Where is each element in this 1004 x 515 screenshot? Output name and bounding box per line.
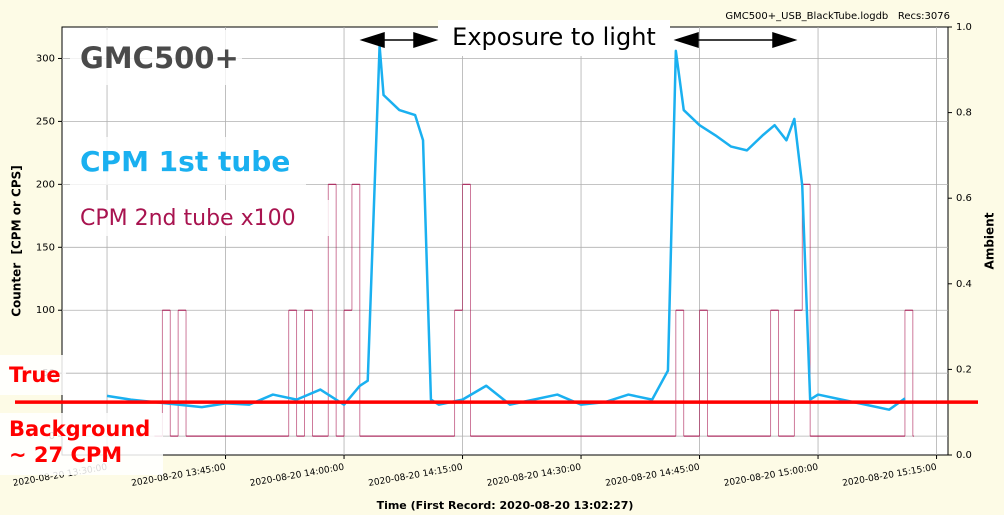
data-line (106, 44, 906, 411)
x-tick-label: 2020-08-20 14:15:00 (368, 463, 464, 489)
y-tick-label: 300 (36, 53, 55, 64)
annotation: Exposure to light (452, 23, 656, 51)
y-tick-label: 250 (36, 116, 55, 127)
x-tick-label: 2020-08-20 14:45:00 (605, 463, 701, 489)
y2-tick-label: 1.0 (956, 22, 972, 33)
label-box (0, 355, 66, 395)
arrows (359, 31, 798, 49)
y-tick-label: 150 (36, 242, 55, 253)
y2-axis-label: Ambient (983, 212, 997, 269)
legend-box (70, 137, 306, 185)
title-box (70, 30, 242, 85)
x-tick-label: 2020-08-20 14:30:00 (486, 463, 582, 489)
x-tick-label: 2020-08-20 14:00:00 (249, 463, 345, 489)
y2-tick-label: 0.2 (956, 364, 972, 375)
y-axis-label: Counter [CPM or CPS] (10, 165, 24, 317)
annotation-box (438, 20, 670, 56)
x-tick-label: 2020-08-20 15:00:00 (723, 463, 819, 489)
reference-label: Background (9, 417, 150, 441)
file-info: GMC500+_USB_BlackTube.logdb Recs:3076 (725, 11, 950, 22)
label-box (0, 413, 163, 475)
y-tick-label: 200 (36, 179, 55, 190)
y2-tick-label: 0.0 (956, 450, 972, 461)
legend-entry: CPM 1st tube (80, 145, 290, 178)
legend-box (70, 200, 332, 236)
y-tick-label: 100 (36, 305, 55, 316)
reference-label: True (9, 363, 61, 387)
step-connector (161, 184, 914, 437)
y2-tick-label: 0.6 (956, 193, 972, 204)
chart-title: GMC500+ (80, 41, 239, 75)
x-axis-label: Time (First Record: 2020-08-20 13:02:27) (377, 499, 634, 512)
reference-label: ~ 27 CPM (9, 443, 122, 467)
legend-entry: CPM 2nd tube x100 (80, 206, 296, 231)
y2-tick-label: 0.8 (956, 108, 972, 119)
plot-area (61, 26, 949, 456)
x-tick-label: 2020-08-20 15:15:00 (842, 463, 938, 489)
y2-tick-label: 0.4 (956, 279, 972, 290)
